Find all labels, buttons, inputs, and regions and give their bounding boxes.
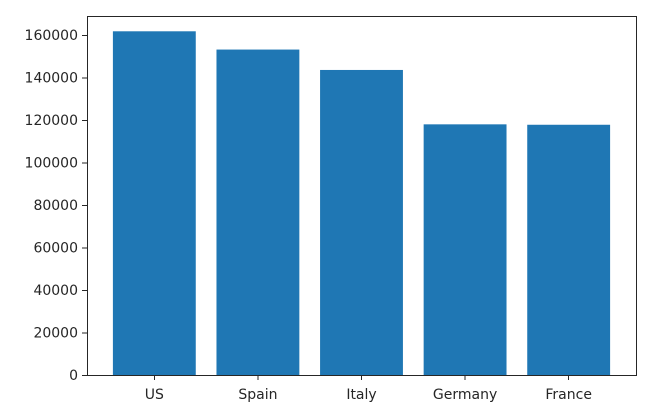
bars-group	[112, 31, 611, 376]
y-tick-label-40000: 40000	[33, 283, 78, 299]
bar-france	[527, 124, 611, 375]
y-tick-label-20000: 20000	[33, 326, 78, 342]
x-axis: US Spain Italy Germany France	[145, 375, 592, 403]
y-tick-label-140000: 140000	[25, 71, 78, 87]
plot-frame	[87, 16, 637, 376]
y-tick-label-100000: 100000	[25, 156, 78, 172]
bar-spain	[216, 49, 300, 375]
y-axis: 0 20000 40000 60000 80000 100000 120000 140000 1…	[25, 28, 87, 384]
x-tick-label-germany: Germany	[433, 387, 497, 403]
y-tick-label-160000: 160000	[25, 28, 78, 44]
y-tick-label-0: 0	[69, 368, 78, 384]
y-tick-label-80000: 80000	[33, 198, 78, 214]
x-tick-label-spain: Spain	[238, 387, 277, 403]
bar-italy	[320, 69, 403, 376]
y-tick-label-120000: 120000	[25, 113, 78, 129]
y-tick-label-60000: 60000	[33, 241, 78, 257]
x-tick-label-france: France	[545, 387, 592, 403]
bar-us	[112, 31, 196, 375]
x-tick-label-italy: Italy	[346, 387, 376, 403]
bar-germany	[423, 124, 507, 375]
x-tick-label-us: US	[145, 387, 164, 403]
